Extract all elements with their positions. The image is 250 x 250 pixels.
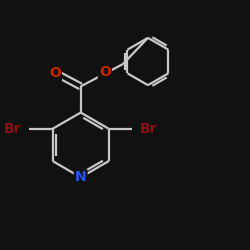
Text: N: N	[75, 170, 86, 184]
Text: Br: Br	[4, 122, 21, 136]
Text: O: O	[49, 66, 61, 80]
Text: Br: Br	[140, 122, 157, 136]
Text: O: O	[99, 65, 111, 79]
